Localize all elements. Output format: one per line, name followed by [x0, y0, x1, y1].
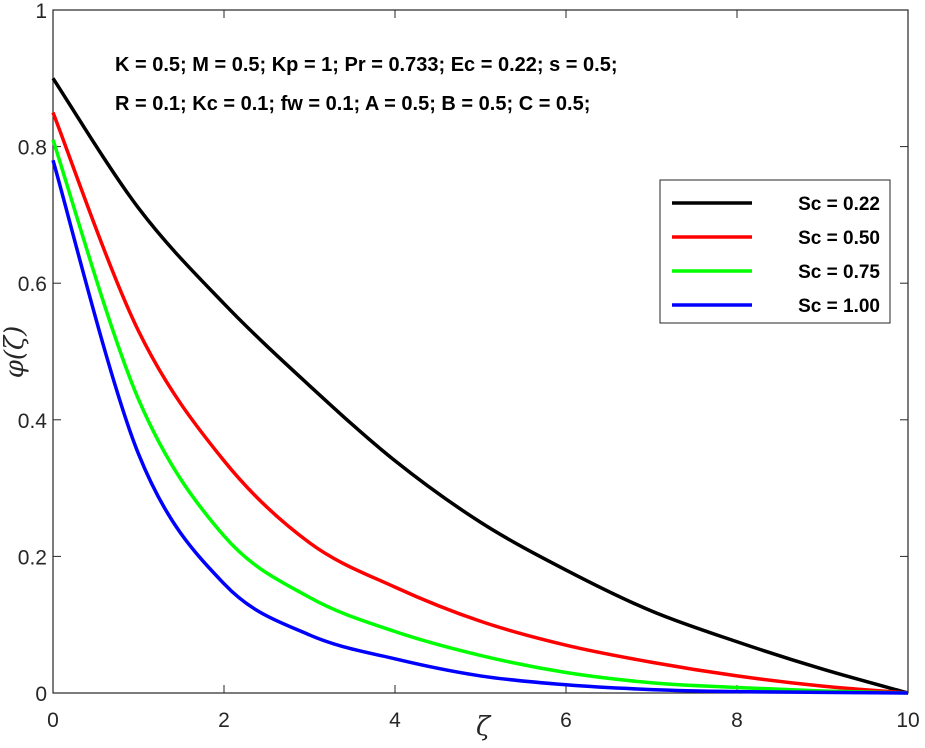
x-tick-label: 8: [731, 709, 743, 732]
y-tick-label: 0.8: [18, 137, 47, 160]
x-tick-label: 10: [896, 709, 919, 732]
y-axis-label: φ(ζ): [0, 326, 30, 379]
legend-label-2: Sc = 0.50: [798, 228, 880, 249]
legend: Sc = 0.22 Sc = 0.50 Sc = 0.75 Sc = 1.00: [659, 179, 891, 324]
series-line-2: [51, 111, 909, 695]
series-line-3: [51, 139, 909, 695]
series-line-1: [51, 77, 909, 695]
legend-label-3: Sc = 0.75: [798, 262, 880, 283]
series-lines: [51, 77, 909, 695]
x-tick-label: 2: [218, 709, 230, 732]
legend-label-4: Sc = 1.00: [798, 296, 880, 317]
y-tick-label: 1: [35, 0, 47, 23]
y-tick-label: 0.2: [18, 546, 47, 569]
x-tick-label: 0: [47, 709, 59, 732]
series-line-4: [51, 159, 909, 695]
x-tick-label: 4: [389, 709, 401, 732]
x-tick-label: 6: [560, 709, 572, 732]
y-tick-label: 0: [35, 683, 47, 706]
x-axis: 0 2 4 6 8 10: [47, 10, 920, 732]
legend-label-1: Sc = 0.22: [798, 194, 880, 215]
annotation-line-1: K = 0.5; M = 0.5; Kp = 1; Pr = 0.733; Ec…: [115, 54, 617, 76]
plot-area: [52, 9, 909, 694]
x-axis-label: ζ: [476, 712, 492, 742]
annotation-line-2: R = 0.1; Kc = 0.1; fw = 0.1; A = 0.5; B …: [115, 93, 590, 115]
y-tick-label: 0.4: [18, 410, 48, 433]
y-tick-label: 0.6: [18, 273, 47, 296]
